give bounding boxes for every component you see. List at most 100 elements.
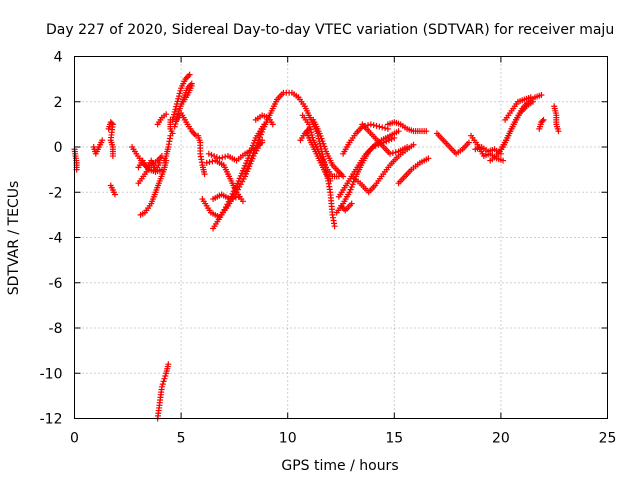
x-tick-label: 5 [177,431,186,447]
data-point [186,71,193,78]
data-point [165,361,172,368]
data-point [245,163,252,170]
plot-frame [74,56,608,419]
y-axis-label: SDTVAR / TECUs [6,181,22,296]
data-point [538,91,545,98]
x-tick-label: 10 [279,431,297,447]
x-tick-label: 0 [70,431,79,447]
chart-title: Day 227 of 2020, Sidereal Day-to-day VTE… [46,22,614,38]
data-point [235,193,242,200]
data-point [163,111,170,118]
data-point [206,159,213,166]
data-point [99,137,106,144]
data-point [379,124,386,131]
data-point [388,136,395,143]
data-point [410,141,417,148]
data-point [348,183,355,190]
data-point [255,136,262,143]
data-point [242,171,249,178]
data-point [248,155,255,162]
data-point [227,196,234,203]
data-point [500,157,507,164]
data-point [216,155,223,162]
y-tick-label: 0 [54,140,63,156]
data-point [219,154,226,161]
x-tick-labels: 0 5 10 15 20 25 [70,431,616,447]
data-point [367,121,374,128]
data-point [232,194,239,201]
data-point [252,144,259,151]
y-tick-label: -4 [49,231,63,247]
data-point [172,106,179,113]
x-tick-label: 20 [492,431,510,447]
data-point [239,198,246,205]
data-point [347,186,354,193]
data-point [308,131,315,138]
x-tick-label: 25 [599,431,617,447]
data-point [539,117,546,124]
data-point [395,128,402,135]
data-point [385,137,392,144]
data-point [112,191,119,198]
data-point [158,383,165,390]
data-point [391,134,398,141]
data-point [369,144,376,150]
grid [74,56,608,419]
data-points [71,71,562,422]
data-point [176,90,183,97]
y-tick-label: -8 [49,321,63,337]
data-point [250,150,257,157]
data-point [175,95,182,102]
data-point [175,93,182,100]
data-point [540,116,547,123]
data-point [169,130,176,137]
data-point [269,121,276,128]
data-point [201,171,208,178]
y-tick-label: -6 [49,276,63,292]
data-point [246,160,253,167]
data-point [211,153,218,160]
data-point [387,150,394,157]
y-tick-labels: -12 -10 -8 -6 -4 -2 0 2 4 [40,50,63,428]
data-point [170,111,177,118]
data-point [259,128,266,135]
data-point [389,150,396,157]
data-point [465,139,472,146]
data-point [247,157,254,164]
data-point [425,155,432,162]
data-point [159,381,166,388]
data-point [346,189,353,196]
data-point [161,375,168,382]
y-tick-label: 2 [54,95,63,111]
data-point [160,378,167,385]
data-point [331,223,338,230]
data-point [258,131,265,138]
data-point [205,150,212,157]
data-point [260,126,267,133]
data-point [529,98,536,105]
data-point [256,134,263,141]
data-point [555,128,562,135]
x-axis-label: GPS time / hours [281,458,398,474]
data-point [349,181,356,188]
data-point [188,82,195,89]
data-point [254,139,261,146]
data-point [376,123,383,130]
y-tick-label: -12 [40,412,63,428]
axis-ticks [74,56,608,419]
data-point [244,165,251,172]
data-point [253,142,260,149]
data-point [243,168,250,175]
data-point [382,125,389,132]
data-point [327,177,334,184]
data-point [372,142,379,149]
data-point [373,122,380,129]
data-point [162,372,169,379]
data-point [203,159,210,166]
data-point [340,173,347,180]
data-point [251,147,258,154]
data-point [108,120,115,127]
data-point [423,128,430,135]
data-point [348,200,355,207]
data-point [527,94,534,101]
